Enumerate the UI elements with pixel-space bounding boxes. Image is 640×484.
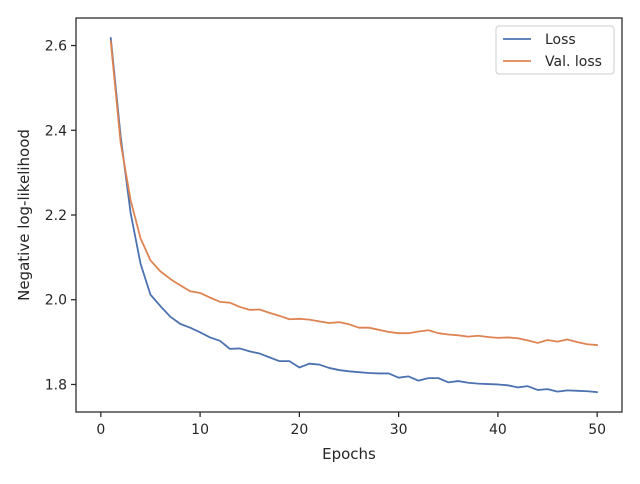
y-tick-label: 2.0 — [45, 293, 67, 309]
x-axis-label: Epochs — [322, 445, 376, 463]
legend: Loss Val. loss — [495, 25, 615, 75]
x-tick-label: 10 — [191, 422, 209, 438]
x-tick-label: 20 — [290, 422, 308, 438]
legend-box — [495, 25, 615, 75]
plot-frame — [75, 17, 623, 413]
x-tick-label: 50 — [588, 422, 606, 438]
y-tick-label: 2.2 — [45, 208, 67, 224]
x-tick-label: 40 — [489, 422, 507, 438]
y-axis-ticks: 1.8 2.0 2.2 2.4 2.6 — [45, 39, 76, 393]
x-tick-label: 30 — [390, 422, 408, 438]
y-axis-label: Negative log-likelihood — [15, 129, 33, 301]
y-tick-label: 2.6 — [45, 39, 67, 55]
legend-label-loss: Loss — [545, 32, 576, 48]
series-line-val-loss — [109, 40, 599, 346]
y-tick-label: 1.8 — [45, 377, 67, 393]
series-line-loss — [109, 37, 599, 393]
legend-label-val-loss: Val. loss — [545, 54, 602, 70]
x-tick-label: 0 — [96, 422, 105, 438]
series-layer — [109, 37, 599, 393]
x-axis-ticks: 0 10 20 30 40 50 — [96, 412, 606, 438]
y-tick-label: 2.4 — [45, 123, 67, 139]
plot-area-background — [76, 18, 622, 412]
